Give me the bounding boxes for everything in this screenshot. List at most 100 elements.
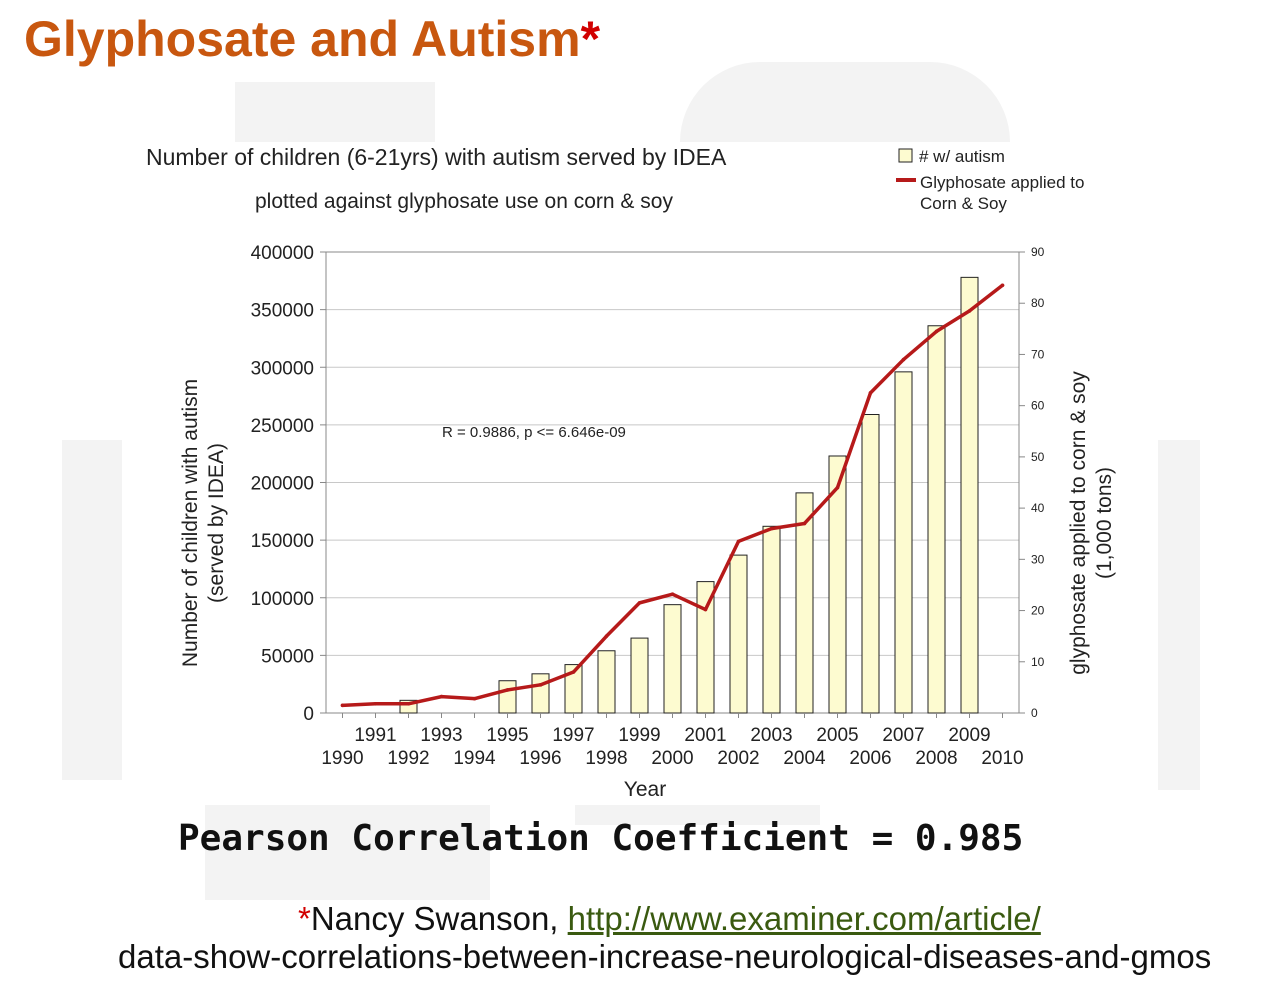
bar xyxy=(630,637,649,714)
legend-line-label-part2: Corn & Soy xyxy=(920,194,1007,213)
line-point xyxy=(505,688,510,692)
x-tick-label: 2006 xyxy=(849,748,891,769)
x-tick-label: 1998 xyxy=(585,748,627,769)
line-point xyxy=(472,696,477,701)
y2-axis-ticks: 0 10 20 30 40 50 60 70 80 90 xyxy=(1019,245,1045,720)
x-tick-label: 2005 xyxy=(816,725,858,746)
glyphosate-series-line xyxy=(340,283,1005,708)
y-tick-label: 200000 xyxy=(251,474,314,495)
bar xyxy=(531,673,550,714)
line-point xyxy=(604,634,609,638)
x-tick-label: 2007 xyxy=(882,725,924,746)
line-point xyxy=(835,485,840,490)
x-tick-label: 1997 xyxy=(552,725,594,746)
y2-tick-label: 30 xyxy=(1031,552,1045,566)
line-point xyxy=(802,521,807,526)
title-asterisk: * xyxy=(580,11,601,67)
x-tick-label: 2003 xyxy=(750,725,792,746)
slide-title: Glyphosate and Autism* xyxy=(24,10,600,68)
x-tick-label: 2008 xyxy=(915,748,957,769)
y-tick-label: 400000 xyxy=(251,243,314,264)
chart-title: Number of children (6-21yrs) with autism… xyxy=(146,144,727,170)
y2-tick-label: 50 xyxy=(1031,450,1045,464)
background-decoration xyxy=(680,62,1010,142)
y2-axis-label-line1: glyphosate applied to corn & soy xyxy=(1067,371,1090,675)
bar xyxy=(927,325,946,714)
background-decoration xyxy=(575,805,820,825)
y2-tick-label: 90 xyxy=(1031,245,1045,259)
bar xyxy=(960,276,979,714)
y-tick-label: 300000 xyxy=(251,358,314,379)
chart-annotation: R = 0.9886, p <= 6.646e-09 xyxy=(442,424,626,441)
line-point xyxy=(340,703,345,708)
y-tick-label: 100000 xyxy=(251,589,314,610)
line-point xyxy=(406,701,411,706)
x-tick-label: 1999 xyxy=(618,725,660,746)
citation-author: Nancy Swanson, xyxy=(310,900,568,937)
x-tick-label: 1993 xyxy=(420,725,462,746)
legend-bar-swatch xyxy=(898,148,913,163)
y-tick-label: 150000 xyxy=(251,531,314,552)
legend: # w/ autism Glyphosate applied to Corn &… xyxy=(896,147,1089,213)
bars xyxy=(399,276,979,714)
y2-axis-label: glyphosate applied to corn & soy (1,000 … xyxy=(1067,371,1116,675)
x-tick-label: 2009 xyxy=(948,725,990,746)
bar xyxy=(762,525,781,714)
line-point xyxy=(901,357,906,362)
x-tick-label: 1994 xyxy=(453,748,496,769)
legend-line-label: Glyphosate applied to Corn & Soy xyxy=(920,173,1089,213)
y2-tick-label: 80 xyxy=(1031,296,1045,310)
bar xyxy=(696,581,715,714)
line-point xyxy=(439,694,444,699)
bar xyxy=(597,650,616,714)
bar xyxy=(894,371,913,714)
bar xyxy=(729,554,748,714)
x-tick-label: 2010 xyxy=(981,748,1023,769)
y2-tick-label: 0 xyxy=(1031,706,1038,720)
line-point xyxy=(373,701,378,706)
y2-tick-label: 10 xyxy=(1031,655,1045,669)
y2-tick-label: 40 xyxy=(1031,501,1045,515)
x-tick-label: 1992 xyxy=(387,748,429,769)
y2-tick-label: 20 xyxy=(1031,604,1045,618)
line-point xyxy=(934,329,939,334)
y-tick-label: 250000 xyxy=(251,416,314,437)
x-tick-label: 1996 xyxy=(519,748,561,769)
line-point xyxy=(670,592,675,596)
line-point xyxy=(868,391,873,395)
citation-line1: *Nancy Swanson, http://www.examiner.com/… xyxy=(298,900,1041,938)
y-axis-label-line1: Number of children with autism xyxy=(179,379,202,667)
citation-line2: data-show-correlations-between-increase-… xyxy=(118,938,1212,975)
slide-title-text: Glyphosate and Autism xyxy=(24,11,581,67)
y2-tick-label: 60 xyxy=(1031,399,1045,413)
bar xyxy=(498,680,517,714)
pearson-coefficient: Pearson Correlation Coefficient = 0.985 xyxy=(178,818,1024,859)
line-point xyxy=(637,601,642,605)
x-tick-label: 1990 xyxy=(321,748,363,769)
line-point xyxy=(538,683,543,687)
y-tick-label: 50000 xyxy=(261,646,314,667)
bar xyxy=(861,414,880,714)
line-point xyxy=(769,526,774,531)
x-axis-label: Year xyxy=(624,778,666,801)
chart-subtitle: plotted against glyphosate use on corn &… xyxy=(255,190,673,213)
citation-link[interactable]: http://www.examiner.com/article/ xyxy=(567,900,1041,937)
background-decoration xyxy=(1158,440,1200,790)
y-axis-label-line2: (served by IDEA) xyxy=(205,443,228,603)
line-point xyxy=(736,539,741,544)
line-point xyxy=(967,309,972,313)
line-point xyxy=(571,670,576,674)
background-decoration xyxy=(62,440,122,780)
y-axis-ticks: 0 50000 100000 150000 200000 250000 300000 3500… xyxy=(251,243,326,725)
x-tick-label: 2001 xyxy=(684,725,726,746)
background-decoration xyxy=(235,82,435,142)
x-tick-label: 2002 xyxy=(717,748,759,769)
line-point xyxy=(703,607,708,612)
y2-tick-label: 70 xyxy=(1031,347,1045,361)
line-point xyxy=(1000,283,1005,288)
x-tick-label: 1991 xyxy=(354,725,396,746)
x-axis-ticks: 1990199119921993199419951996199719981999… xyxy=(321,713,1024,769)
background-decoration xyxy=(205,805,490,900)
y-tick-label: 0 xyxy=(303,704,314,725)
